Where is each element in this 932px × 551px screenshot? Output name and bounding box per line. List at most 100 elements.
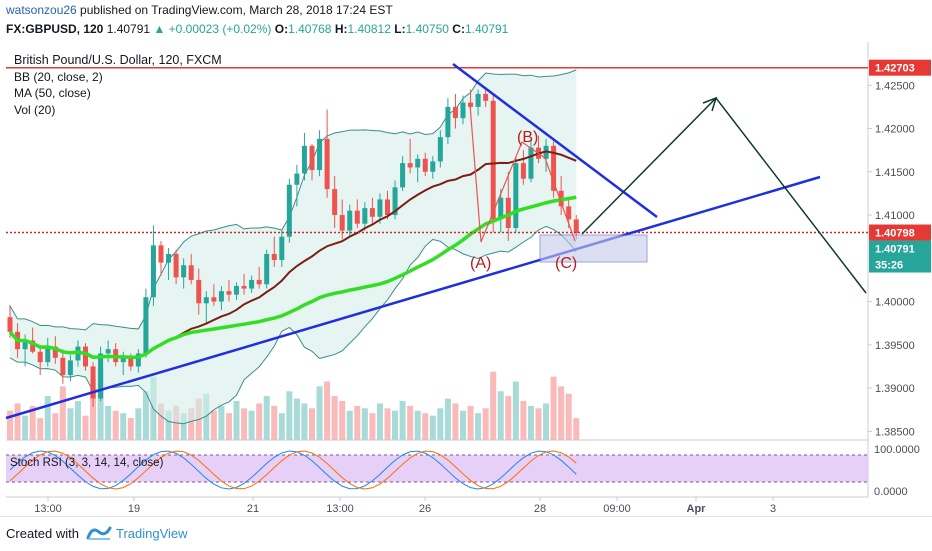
volume-bar <box>497 391 504 440</box>
candle-body <box>120 357 126 363</box>
candle-body <box>249 279 255 289</box>
candle-body <box>45 346 51 363</box>
candle-body <box>166 253 172 263</box>
candle-body <box>83 346 88 367</box>
symbol-label: FX:GBPUSD, 120 <box>6 22 104 36</box>
volume-bar <box>520 401 527 440</box>
candle-body <box>317 138 323 171</box>
candle-body <box>407 163 413 168</box>
candle-body <box>437 137 443 162</box>
candle-body <box>196 279 202 304</box>
tradingview-link[interactable]: TradingView <box>116 526 188 541</box>
volume-bar <box>543 403 550 440</box>
candle-body <box>385 199 390 216</box>
candle-body <box>105 349 111 354</box>
volume-bar <box>158 403 164 440</box>
rsi-tick-100: 100.0000 <box>874 444 920 456</box>
price-chart[interactable]: 1.42500 1.42000 1.41500 1.41000 1.40000 1.395… <box>0 40 932 516</box>
candle-body <box>551 145 557 191</box>
volume-bar <box>74 401 81 440</box>
bb-legend[interactable]: BB (20, close, 2) <box>14 69 103 84</box>
volume-bar <box>248 410 255 440</box>
target-zone-box <box>539 234 648 263</box>
candle-body <box>7 317 13 332</box>
price-label-text: 1.40791 <box>875 244 915 256</box>
rsi-legend-label: Stoch RSI (3, 3, 14, 14, close) <box>10 457 164 469</box>
volume-bar <box>475 413 482 440</box>
volume-bar <box>361 408 368 440</box>
candle-body <box>294 173 300 185</box>
bb-upper-band <box>9 69 577 331</box>
volume-bar <box>316 386 323 440</box>
low-label: L: <box>394 22 406 36</box>
volume-bar <box>278 413 285 440</box>
volume-bar <box>286 391 293 440</box>
candle-body <box>181 265 187 278</box>
candle-body <box>271 253 277 261</box>
volume-bar <box>188 408 195 440</box>
volume-bar <box>376 403 383 440</box>
candle-body <box>256 279 262 285</box>
candle-body <box>513 163 519 229</box>
volume-bar <box>354 405 361 440</box>
price-tick-label: 1.40000 <box>875 297 915 309</box>
volume-bar <box>512 381 519 440</box>
volume-bar <box>392 410 399 440</box>
volume-bar <box>120 413 127 440</box>
volume-bar <box>210 410 217 440</box>
candle-body <box>445 106 451 138</box>
low-value: 1.40750 <box>405 22 449 36</box>
candle-body <box>354 210 360 224</box>
time-tick-label: 13:00 <box>34 503 62 515</box>
candle-body <box>22 340 28 350</box>
volume-bar <box>105 405 112 440</box>
created-with-label: Created with <box>6 526 79 541</box>
candle-body <box>468 102 474 107</box>
candle-body <box>286 184 292 237</box>
volume-bar <box>165 410 172 440</box>
price-label-text: 35:26 <box>875 260 903 272</box>
candle-body <box>98 353 104 399</box>
quote-line: FX:GBPUSD, 120 1.40791 ▲ +0.00023 (+0.02… <box>6 22 508 36</box>
price-tick-label: 1.42000 <box>875 124 915 136</box>
price-label-badge <box>869 240 931 257</box>
candle-body <box>452 106 458 119</box>
rising-trendline <box>5 175 821 420</box>
candle-body <box>211 297 217 302</box>
volume-bar <box>82 415 89 440</box>
candle-body <box>150 245 156 298</box>
volume-bar <box>37 418 44 440</box>
volume-bar <box>14 403 21 440</box>
volume-bar <box>135 408 142 440</box>
volume-bar <box>550 376 557 440</box>
price-label-text: 1.42703 <box>875 63 915 75</box>
publish-info: published on TradingView.com, March 28, … <box>76 3 393 17</box>
bb-fill <box>10 69 577 424</box>
time-tick-label: 19 <box>128 503 140 515</box>
volume-bar <box>407 405 414 440</box>
volume-bar <box>97 366 104 440</box>
volume-bar <box>324 381 331 440</box>
candle-body <box>490 100 496 220</box>
volume-bar <box>565 393 572 440</box>
candle-body <box>143 297 149 354</box>
open-value: 1.40768 <box>288 22 332 36</box>
projection-arrowhead-icon <box>702 96 718 112</box>
volume-bar <box>558 386 565 440</box>
author-link[interactable]: watsonzou26 <box>6 3 77 17</box>
candle-body <box>369 208 375 217</box>
candle-body <box>52 346 58 358</box>
vol-legend[interactable]: Vol (20) <box>14 102 56 117</box>
ma-legend[interactable]: MA (50, close) <box>14 86 91 100</box>
candle-body <box>498 197 504 220</box>
wave-b-label: (B) <box>517 129 538 146</box>
volume-bar <box>112 410 119 440</box>
candle-body <box>400 163 406 188</box>
volume-bar <box>399 401 406 440</box>
volume-bar <box>452 403 459 440</box>
volume-bar <box>90 379 97 440</box>
volume-bar <box>256 403 263 440</box>
candle-body <box>218 291 224 302</box>
candle-body <box>301 145 307 174</box>
price-tick-label: 1.39500 <box>875 340 915 352</box>
